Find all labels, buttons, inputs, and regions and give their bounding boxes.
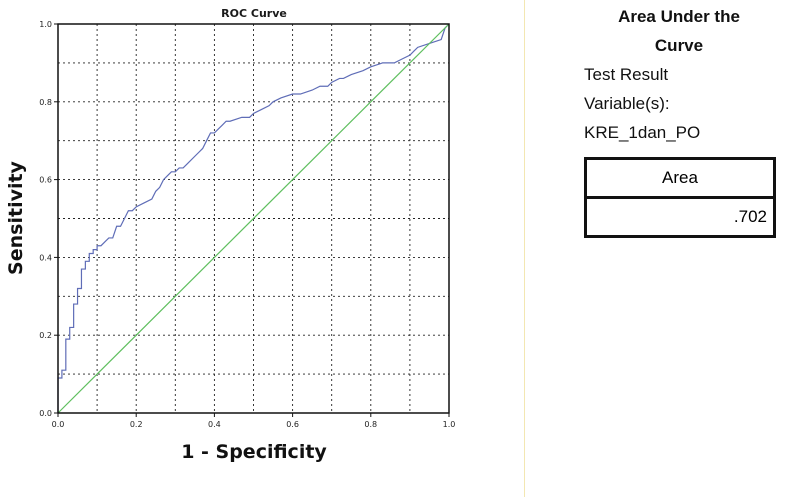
test-variable-name: KRE_1dan_PO xyxy=(584,123,701,142)
x-tick-label: 0.2 xyxy=(130,420,143,429)
auc-title-line1: Area Under the xyxy=(618,7,740,26)
reference-diagonal-line xyxy=(57,23,450,414)
y-tick-label: 0.6 xyxy=(39,176,52,185)
auc-panel: Area Under the Curve Test Result Variabl… xyxy=(584,2,784,147)
roc-chart: ROC Curve 0.0 0.2 0.4 0.6 0.8 1.0 0.0 0.2 0.4 0.6… xyxy=(5,7,455,463)
panel-divider xyxy=(524,0,525,497)
chart-title: ROC Curve xyxy=(221,7,287,20)
auc-title-line2: Curve xyxy=(654,36,704,55)
series-layer xyxy=(57,23,450,414)
y-tick-label: 0.2 xyxy=(39,331,52,340)
test-variable-label: Test Result xyxy=(584,65,669,84)
y-tick-label: 1.0 xyxy=(39,20,52,29)
test-variable-label-cont: Variable(s): xyxy=(584,94,670,113)
ticks: 0.0 0.2 0.4 0.6 0.8 1.0 0.0 0.2 0.4 0.6 0.8 1.0 xyxy=(39,20,455,429)
auc-column-header: Area xyxy=(587,160,773,199)
x-tick-label: 0.0 xyxy=(52,420,65,429)
y-tick-label: 0.8 xyxy=(39,98,52,107)
x-tick-label: 0.8 xyxy=(364,420,377,429)
x-tick-label: 1.0 xyxy=(443,420,456,429)
x-tick-label: 0.4 xyxy=(208,420,221,429)
y-axis-label: Sensitivity xyxy=(5,160,27,274)
y-tick-label: 0.0 xyxy=(39,409,52,418)
x-axis-label: 1 - Specificity xyxy=(181,441,327,463)
auc-table: Area .702 xyxy=(584,157,776,238)
y-tick-label: 0.4 xyxy=(39,253,52,262)
roc-curve-line xyxy=(57,23,450,413)
x-tick-label: 0.6 xyxy=(286,420,299,429)
auc-value: .702 xyxy=(733,207,767,226)
plot-frame xyxy=(57,23,450,414)
